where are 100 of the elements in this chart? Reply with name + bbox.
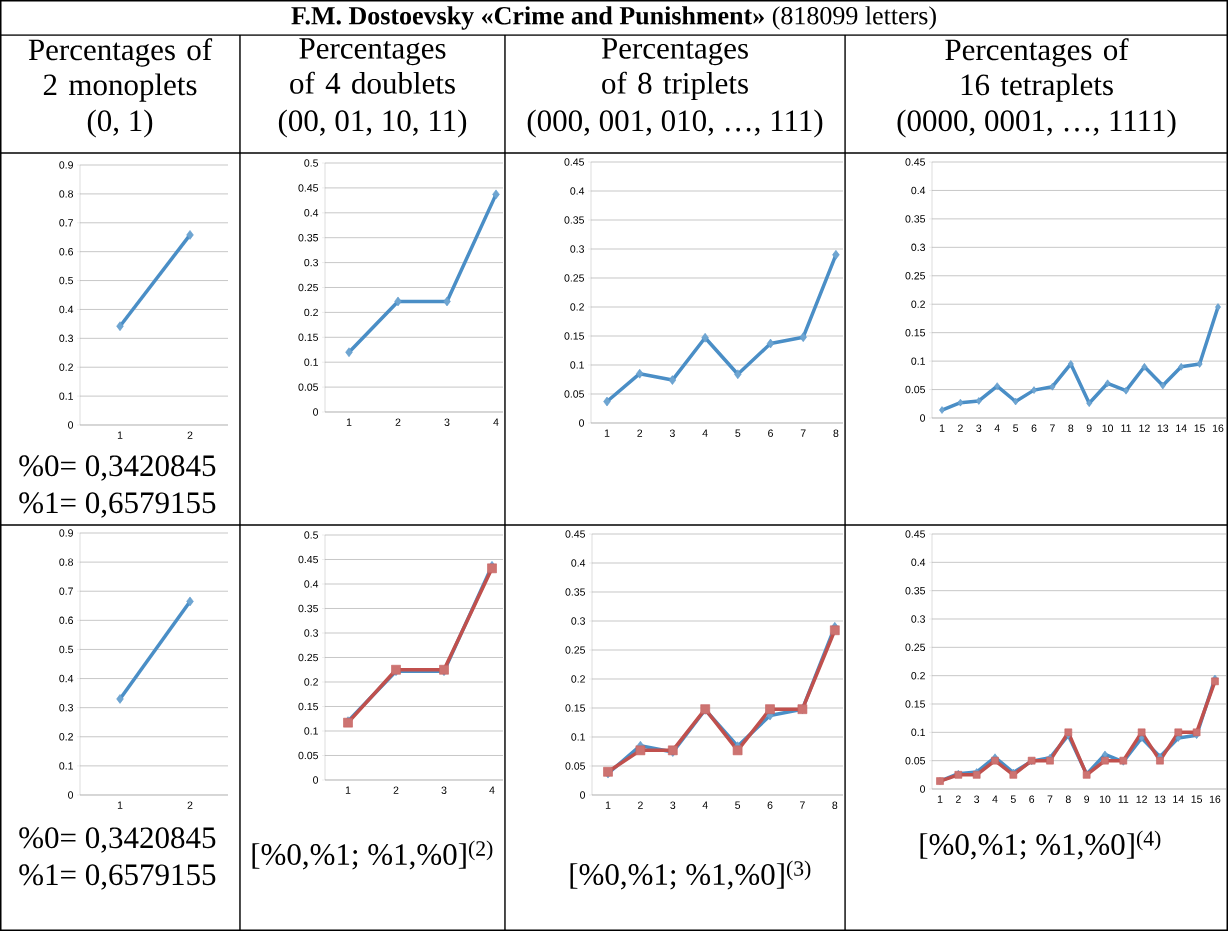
x-tick-label: 3 (974, 795, 980, 803)
y-tick-label: 0.35 (298, 604, 319, 613)
y-tick-label: 0.45 (564, 158, 585, 166)
x-tick-label: 16 (1212, 424, 1224, 432)
y-tick-label: 0.25 (564, 274, 585, 282)
x-tick-label: 2 (638, 801, 643, 809)
x-tick-label: 15 (1194, 424, 1205, 432)
text: [%0,%1; %1,%0]$^{(4)}$ (920, 830, 1161, 860)
y-tick-label: 0 (920, 414, 926, 422)
x-tick-label: 3 (669, 429, 675, 437)
x-tick-label: 5 (1010, 795, 1016, 803)
x-tick-label: 4 (992, 795, 998, 803)
y-tick-label: 0.3 (59, 703, 74, 712)
chart-title: Percentages of 2 monoplets (28, 38, 213, 102)
chart-subtitle: (00, 01, 10, 11) (278, 109, 467, 138)
x-tick-label: 12 (1139, 424, 1150, 432)
text: [%0,%1; %1,%0]$^{(3)}$ (570, 860, 811, 890)
y-tick-label: 0.8 (59, 190, 74, 198)
x-tick-label: 3 (441, 786, 447, 794)
x-tick-label: 1 (939, 424, 945, 432)
y-tick-label: 0.05 (565, 762, 586, 770)
y-tick-label: 0.45 (298, 555, 319, 564)
y-tick-label: 0 (68, 421, 74, 429)
y-tick-label: 0.25 (905, 643, 926, 652)
y-tick-label: 0.4 (59, 674, 74, 683)
x-tick-label: 2 (187, 431, 193, 439)
text: F.M. Dostoevsky «Crime and Punishment» (818099 letters) (291, 6, 936, 30)
y-tick-label: 0.1 (911, 357, 925, 365)
x-tick-label: 5 (735, 429, 741, 437)
x-tick-label: 2 (958, 424, 963, 432)
y-tick-label: 0.35 (298, 233, 319, 242)
x-tick-label: 8 (832, 801, 838, 809)
y-tick-label: 0.2 (570, 303, 584, 311)
y-tick-label: 0 (313, 776, 319, 784)
y-tick-label: 0 (580, 791, 586, 799)
y-tick-label: 0 (313, 408, 319, 416)
x-tick-label: 8 (1068, 424, 1074, 432)
y-tick-label: 0.35 (565, 588, 586, 596)
y-tick-label: 0.3 (911, 615, 926, 623)
x-tick-label: 3 (444, 418, 450, 426)
y-tick-label: 0.35 (905, 215, 926, 223)
y-tick-label: 0.1 (570, 361, 584, 369)
y-tick-label: 0.3 (59, 334, 74, 343)
y-tick-label: 0.05 (905, 756, 926, 765)
y-tick-label: 0.3 (911, 243, 926, 252)
y-tick-label: 0.45 (298, 184, 319, 192)
x-tick-label: 5 (1013, 424, 1019, 432)
y-tick-label: 0.25 (905, 272, 926, 280)
y-tick-label: 0.4 (570, 187, 585, 195)
y-tick-label: 0.4 (571, 559, 586, 567)
y-tick-label: 0.2 (59, 363, 73, 371)
y-tick-label: 0.4 (59, 305, 74, 314)
x-tick-label: 8 (1065, 795, 1071, 803)
y-tick-label: 0.05 (298, 383, 319, 391)
y-tick-label: 0.15 (298, 333, 319, 342)
x-tick-label: 6 (1029, 795, 1035, 803)
text: [%0,%1; %1,%0]$^{(2)}$ (252, 840, 493, 870)
x-tick-label: 2 (187, 801, 193, 809)
x-tick-label: 1 (117, 431, 123, 439)
y-tick-label: 0.2 (571, 675, 585, 683)
y-tick-label: 0.2 (911, 671, 925, 680)
x-tick-label: 6 (1031, 424, 1037, 432)
y-tick-label: 0.4 (304, 209, 319, 217)
y-tick-label: 0.1 (911, 728, 925, 737)
x-tick-label: 15 (1191, 795, 1203, 803)
x-tick-label: 14 (1173, 795, 1184, 803)
y-tick-label: 0.6 (59, 616, 74, 625)
x-tick-label: 2 (955, 795, 961, 803)
y-tick-label: 0.35 (564, 216, 585, 224)
x-tick-label: 10 (1102, 424, 1114, 432)
text: %1= 0,6579155 (19, 492, 216, 518)
y-tick-label: 0.9 (59, 529, 73, 537)
y-tick-label: 0.8 (59, 558, 74, 566)
y-tick-label: 0.15 (565, 704, 586, 712)
x-tick-label: 2 (395, 418, 401, 426)
x-tick-label: 12 (1136, 795, 1147, 803)
x-tick-label: 11 (1121, 424, 1131, 432)
x-tick-label: 1 (604, 429, 610, 437)
x-tick-label: 1 (937, 795, 943, 803)
y-tick-label: 0.2 (59, 733, 73, 741)
y-tick-label: 0 (579, 419, 585, 427)
y-tick-label: 0.5 (59, 276, 74, 285)
chart-title: Percentages of 8 triplets (601, 38, 748, 101)
x-tick-label: 4 (489, 786, 495, 794)
x-tick-label: 2 (393, 786, 399, 794)
chart-subtitle: (000, 001, 010, …, 111) (527, 109, 823, 138)
y-tick-label: 0.45 (905, 158, 926, 166)
y-tick-label: 0.15 (905, 328, 926, 337)
x-tick-label: 4 (493, 418, 499, 426)
y-tick-label: 0.5 (59, 645, 74, 654)
y-tick-label: 0.1 (304, 358, 318, 366)
y-tick-label: 0.3 (304, 258, 319, 267)
y-tick-label: 0.45 (905, 530, 926, 538)
x-tick-label: 9 (1086, 424, 1092, 432)
y-tick-label: 0.7 (59, 219, 73, 227)
y-tick-label: 0.15 (564, 332, 585, 340)
y-tick-label: 0 (920, 785, 926, 793)
y-tick-label: 0.5 (304, 531, 319, 539)
x-tick-label: 2 (637, 429, 643, 437)
text: %1= 0,6579155 (19, 864, 216, 890)
